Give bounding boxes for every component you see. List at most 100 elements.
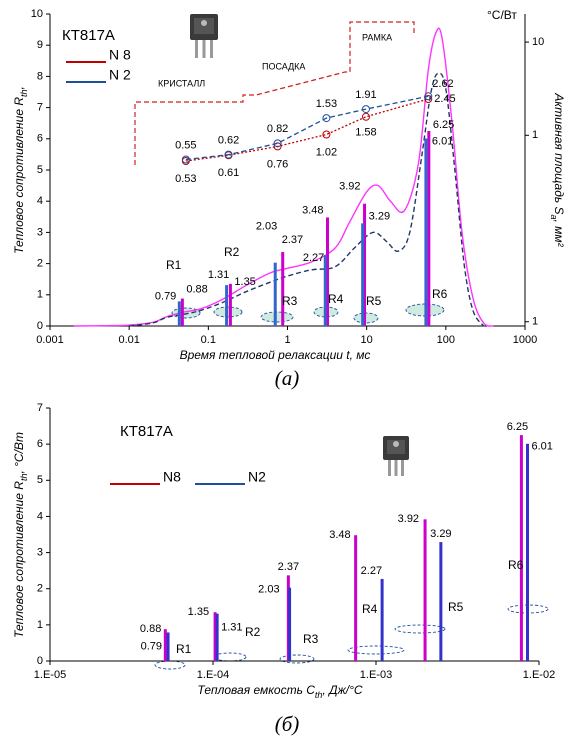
annotation: R4 bbox=[362, 602, 378, 616]
caption: (а) bbox=[275, 366, 300, 390]
y-tick-label: 10 bbox=[31, 8, 43, 20]
value-label: 0.61 bbox=[218, 167, 239, 179]
y-label-tail: , °C/Вт bbox=[12, 432, 26, 473]
y-tick-label: 5 bbox=[37, 474, 43, 486]
region-ellipse bbox=[260, 311, 294, 323]
value-label: 0.55 bbox=[175, 139, 196, 151]
bar bbox=[439, 542, 443, 661]
x-label-tail: , Дж/°C bbox=[322, 683, 363, 697]
legend-label: N8 bbox=[163, 469, 181, 485]
bar bbox=[166, 632, 170, 661]
value-label: 2.37 bbox=[282, 234, 303, 246]
x-tick-label: 0.001 bbox=[36, 334, 64, 346]
x-tick-label: 1.E-05 bbox=[34, 669, 66, 681]
value-label: 1.31 bbox=[221, 622, 242, 634]
value-label: 1.35 bbox=[234, 276, 255, 288]
value-label: 2.45 bbox=[434, 93, 455, 105]
value-label: 2.03 bbox=[256, 221, 277, 233]
y-tick-label: 2 bbox=[37, 583, 43, 595]
legend-label: N 2 bbox=[109, 67, 131, 83]
value-label: 3.92 bbox=[398, 513, 419, 525]
annotation: R5 bbox=[448, 600, 464, 614]
annotation: R3 bbox=[282, 294, 298, 308]
value-label: 2.37 bbox=[278, 561, 299, 573]
marker bbox=[273, 139, 282, 148]
region-ellipse bbox=[154, 660, 186, 670]
value-label: 1.31 bbox=[208, 269, 229, 281]
y-tick-label: 2 bbox=[37, 258, 43, 270]
value-label: 0.79 bbox=[155, 290, 176, 302]
bar bbox=[225, 285, 229, 326]
value-label: 2.27 bbox=[361, 565, 382, 577]
bar bbox=[354, 535, 358, 661]
x-label-text: Время тепловой релаксации t, мс bbox=[180, 348, 371, 362]
x-label-sub: th bbox=[315, 690, 323, 700]
annotation: R1 bbox=[176, 642, 192, 656]
legend-label: N2 bbox=[248, 469, 266, 485]
x-tick-label: 0.1 bbox=[201, 334, 216, 346]
y2-tick-label: 1 bbox=[532, 316, 538, 328]
value-label: 3.92 bbox=[339, 181, 360, 193]
value-label: 6.25 bbox=[433, 119, 454, 131]
y-label: Тепловое сопротивление Rth, °C/Вт bbox=[12, 432, 29, 638]
y2-label: Активная площадь Sa, мм² bbox=[549, 92, 566, 247]
y2-label-tail: , мм² bbox=[552, 220, 566, 248]
chart-title: КТ817А bbox=[62, 27, 115, 44]
marker bbox=[181, 155, 190, 164]
bar bbox=[361, 223, 365, 326]
y-tick-label: 5 bbox=[37, 164, 43, 176]
y-tick-label: 7 bbox=[37, 102, 43, 114]
y2-label-text: Активная площадь S bbox=[552, 92, 566, 214]
value-label: 1.35 bbox=[188, 606, 209, 618]
value-label: 0.76 bbox=[267, 158, 288, 170]
region-ellipse bbox=[279, 654, 315, 664]
bar bbox=[177, 301, 181, 326]
value-label: 6.01 bbox=[432, 135, 453, 147]
y2-label-sub: a bbox=[549, 214, 559, 219]
bar bbox=[427, 131, 431, 326]
x-label: Время тепловой релаксации t, мс bbox=[180, 348, 371, 362]
value-label: 3.48 bbox=[329, 529, 350, 541]
annotation: РАМКА bbox=[362, 32, 392, 42]
x-tick-label: 0.01 bbox=[118, 334, 139, 346]
y-tick-label: 8 bbox=[37, 70, 43, 82]
y-tick-label: 9 bbox=[37, 39, 43, 51]
bar bbox=[325, 217, 329, 326]
bar bbox=[423, 519, 427, 661]
y-tick-label: 0 bbox=[37, 320, 43, 332]
bar bbox=[215, 613, 219, 661]
structure-outline bbox=[134, 21, 415, 165]
annotation: R5 bbox=[366, 294, 382, 308]
value-label: 3.48 bbox=[302, 204, 323, 216]
x-tick-label: 1.E-02 bbox=[523, 669, 555, 681]
marker bbox=[322, 114, 331, 123]
y-label-tail: , bbox=[12, 86, 26, 89]
value-label: 1.91 bbox=[355, 89, 376, 101]
annotation: R6 bbox=[432, 287, 448, 301]
bar bbox=[273, 262, 277, 326]
bar bbox=[519, 435, 523, 661]
y-tick-label: 0 bbox=[37, 655, 43, 667]
transistor-icon bbox=[190, 14, 218, 58]
legend-label: N 8 bbox=[109, 47, 131, 63]
value-label: 1.53 bbox=[316, 98, 337, 110]
value-label: 6.01 bbox=[531, 441, 552, 453]
value-label: 0.82 bbox=[267, 123, 288, 135]
y-label-text: Тепловое сопротивление R bbox=[12, 481, 26, 638]
bar bbox=[180, 298, 184, 326]
annotation: R1 bbox=[166, 258, 182, 272]
line bbox=[73, 27, 494, 327]
bar bbox=[163, 629, 167, 661]
region-ellipse bbox=[347, 645, 405, 655]
value-label: 2.62 bbox=[432, 78, 453, 90]
annotation: R6 bbox=[508, 558, 524, 572]
y2-tick-label: 10 bbox=[532, 36, 544, 48]
value-label: 0.88 bbox=[140, 623, 161, 635]
annotation: R3 bbox=[303, 632, 319, 646]
bar bbox=[323, 255, 327, 326]
value-label: 2.27 bbox=[303, 252, 324, 264]
y-tick-label: 7 bbox=[37, 402, 43, 414]
marker bbox=[424, 95, 433, 104]
